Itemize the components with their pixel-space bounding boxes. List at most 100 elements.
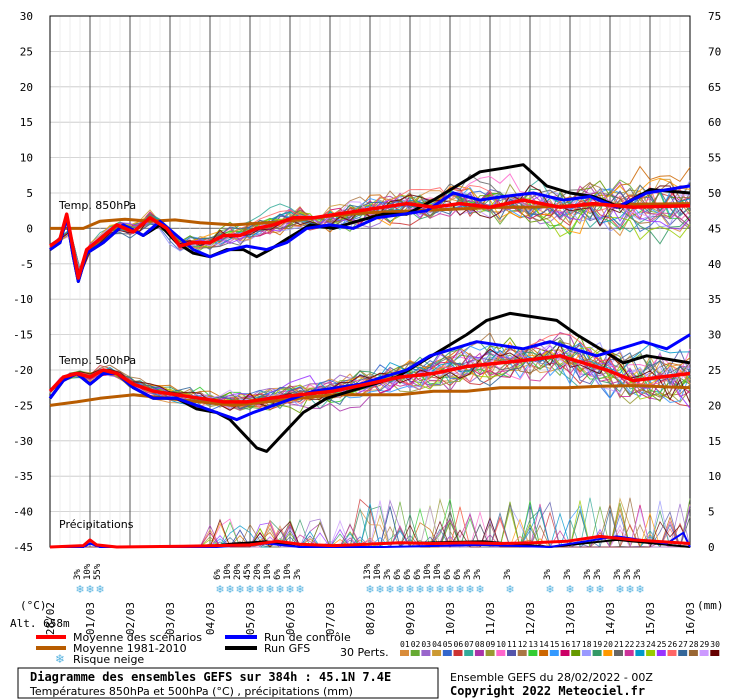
legend-snow-label: Risque neige — [73, 653, 144, 666]
member-legend-label: 28 — [689, 640, 699, 649]
snow-icon: ❄ — [475, 583, 484, 596]
y-left-tick: -5 — [20, 258, 33, 271]
member-line — [49, 187, 691, 272]
member-legend-label: 06 — [454, 640, 464, 649]
mean-precip-line — [49, 534, 691, 549]
member-legend-swatch — [560, 650, 570, 656]
snow-pct-label: 3% — [73, 569, 83, 580]
member-legend-swatch — [421, 650, 431, 656]
y-left-tick: 25 — [20, 45, 33, 58]
snow-icon: ❄ — [395, 583, 404, 596]
member-legend-label: 12 — [518, 640, 528, 649]
member-legend-label: 25 — [657, 640, 667, 649]
mean-500-line — [48, 354, 691, 404]
member-legend-swatch — [517, 650, 527, 656]
legend: Moyenne des scénarios Moyenne 1981-2010 … — [36, 631, 720, 666]
axes: 302520151050-5-10-15-20-25-30-35-40-4575… — [13, 10, 721, 635]
main-series — [48, 163, 691, 549]
snow-icon: ❄ — [545, 583, 554, 596]
y-right-tick: 35 — [708, 293, 721, 306]
x-date-label: 28/02 — [44, 602, 57, 635]
snow-icon: ❄ — [375, 583, 384, 596]
snow-icon: ❄ — [565, 583, 574, 596]
legend-clim-label: Moyenne 1981-2010 — [73, 642, 187, 655]
legend-perts-label: 30 Perts. — [340, 646, 389, 659]
snow-pct-label: 6% — [273, 569, 283, 580]
snow-pct-label: 6% — [403, 569, 413, 580]
member-legend-label: 30 — [710, 640, 720, 649]
snow-icon: ❄ — [225, 583, 234, 596]
member-legend-swatch — [432, 650, 442, 656]
legend-gfs-label: Run GFS — [264, 642, 310, 655]
x-date-label: 06/03 — [284, 602, 297, 635]
y-left-tick: -30 — [13, 435, 33, 448]
x-date-label: 03/03 — [164, 602, 177, 635]
member-legend-label: 14 — [539, 640, 549, 649]
y-left-tick: -20 — [13, 364, 33, 377]
snow-pct-label: 55% — [93, 563, 103, 580]
member-legend-label: 24 — [646, 640, 656, 649]
y-right-tick: 5 — [708, 506, 715, 519]
altitude-label: Alt. 658m — [10, 617, 70, 630]
y-left-tick: -45 — [13, 541, 33, 554]
snow-pct-label: 6% — [393, 569, 403, 580]
y-right-tick: 70 — [708, 45, 721, 58]
member-legend-swatch — [474, 650, 484, 656]
y-right-tick: 50 — [708, 187, 721, 200]
snow-icon: ❄ — [385, 583, 394, 596]
y-right-tick: 20 — [708, 399, 721, 412]
x-date-label: 11/03 — [484, 602, 497, 635]
snow-pct-label: 3% — [623, 569, 633, 580]
member-legend-label: 22 — [625, 640, 635, 649]
member-legend-swatch — [678, 650, 688, 656]
member-legend-swatch — [624, 650, 634, 656]
snow-icon: ❄ — [505, 583, 514, 596]
member-legend-swatch — [646, 650, 656, 656]
run-info: Ensemble GEFS du 28/02/2022 - 00Z — [450, 671, 653, 684]
chart-subtitle: Températures 850hPa et 500hPa (°C) , pré… — [29, 685, 353, 698]
member-legend-label: 19 — [593, 640, 603, 649]
member-legend-swatch — [539, 650, 549, 656]
member-legend-swatch — [592, 650, 602, 656]
y-left-tick: -15 — [13, 329, 33, 342]
member-legend-swatch — [710, 650, 720, 656]
snow-icon: ❄ — [625, 583, 634, 596]
snow-pct-label: 3% — [563, 569, 573, 580]
snow-pct-label: 3% — [583, 569, 593, 580]
snow-pct-label: 10% — [433, 563, 443, 580]
member-legend-swatch — [699, 650, 709, 656]
snow-icon: ❄ — [285, 583, 294, 596]
snow-icon: ❄ — [415, 583, 424, 596]
snow-icon: ❄ — [445, 583, 454, 596]
x-date-label: 02/03 — [124, 602, 137, 635]
clim-500-line — [49, 384, 691, 407]
member-legend-label: 08 — [475, 640, 485, 649]
member-legend-swatch — [688, 650, 698, 656]
snow-pct-label: 3% — [613, 569, 623, 580]
legend-snow-icon: ❄ — [55, 652, 65, 666]
snow-icon: ❄ — [635, 583, 644, 596]
snow-icon: ❄ — [455, 583, 464, 596]
snow-pct-label: 3% — [503, 569, 513, 580]
y-left-tick: 0 — [26, 222, 33, 235]
y-right-tick: 45 — [708, 222, 721, 235]
snow-pct-label: 3% — [463, 569, 473, 580]
member-legend-swatch — [635, 650, 645, 656]
label-precipitations: Précipitations — [59, 518, 134, 531]
snow-icon: ❄ — [95, 583, 104, 596]
y-right-tick: 30 — [708, 329, 721, 342]
y-left-tick: -40 — [13, 506, 33, 519]
control-850-line — [49, 184, 691, 283]
y-left-tick: -10 — [13, 293, 33, 306]
snow-icon: ❄ — [405, 583, 414, 596]
snow-pct-label: 6% — [213, 569, 223, 580]
snow-pct-label: 10% — [283, 563, 293, 580]
member-legend-label: 11 — [507, 640, 517, 649]
snow-icon: ❄ — [365, 583, 374, 596]
snow-markers: 3%❄10%❄55%❄6%❄10%❄20%❄45%❄20%❄10%❄6%❄10%… — [73, 563, 645, 596]
member-legend-label: 29 — [700, 640, 710, 649]
mean-850-line — [48, 198, 691, 280]
member-legend-label: 16 — [561, 640, 571, 649]
member-legend-label: 05 — [443, 640, 453, 649]
